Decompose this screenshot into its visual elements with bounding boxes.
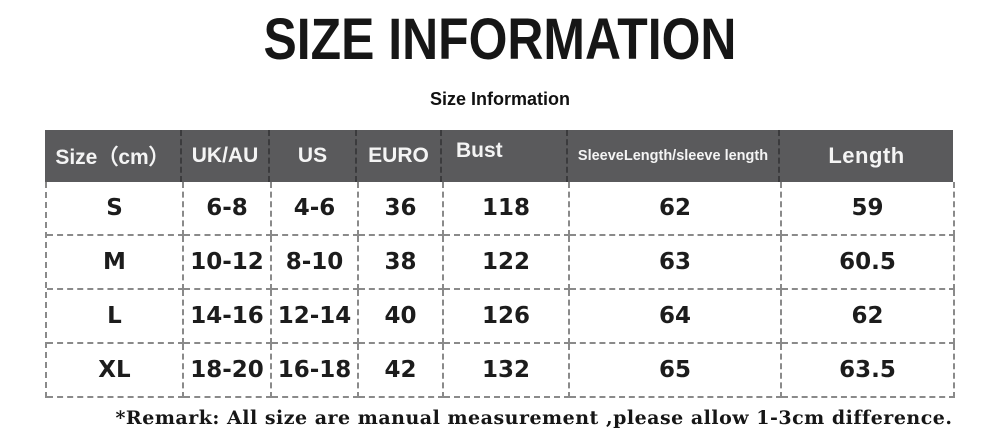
- header-cell-size-cm: Size（cm）: [45, 130, 182, 182]
- table-cell-size-xl: XL: [47, 344, 184, 398]
- table-cell: 8-10: [272, 236, 359, 290]
- table-cell: 36: [359, 182, 444, 236]
- size-table-body: S 6-8 4-6 36 118 62 59 M 10-12 8-10 38 1…: [45, 182, 955, 398]
- header-cell-sleeve-length: SleeveLength/sleeve length: [568, 130, 780, 182]
- table-cell: 62: [782, 290, 955, 344]
- table-cell: 132: [444, 344, 570, 398]
- table-cell: 18-20: [184, 344, 272, 398]
- page-subtitle: Size Information: [429, 89, 570, 109]
- size-table: Size（cm） UK/AU US EURO Bust SleeveLength…: [45, 130, 955, 398]
- size-table-header-row: Size（cm） UK/AU US EURO Bust SleeveLength…: [45, 130, 953, 182]
- table-cell-size-m: M: [47, 236, 184, 290]
- remark-note: *Remark: All size are manual measurement…: [115, 407, 953, 429]
- table-cell-size-l: L: [47, 290, 184, 344]
- table-cell: 10-12: [184, 236, 272, 290]
- header-cell-uk-au: UK/AU: [182, 130, 270, 182]
- table-cell: 6-8: [184, 182, 272, 236]
- table-cell: 4-6: [272, 182, 359, 236]
- table-cell: 65: [570, 344, 782, 398]
- table-cell: 12-14: [272, 290, 359, 344]
- header-cell-us: US: [270, 130, 357, 182]
- table-cell: 59: [782, 182, 955, 236]
- table-cell: 62: [570, 182, 782, 236]
- table-cell-size-s: S: [47, 182, 184, 236]
- table-cell: 42: [359, 344, 444, 398]
- header-cell-length: Length: [828, 143, 905, 168]
- table-cell: 60.5: [782, 236, 955, 290]
- table-cell: 63: [570, 236, 782, 290]
- table-cell: 40: [359, 290, 444, 344]
- table-cell: 16-18: [272, 344, 359, 398]
- header-cell-bust: Bust: [442, 130, 568, 182]
- table-cell: 122: [444, 236, 570, 290]
- page-title: SIZE INFORMATION: [263, 7, 737, 72]
- table-cell: 63.5: [782, 344, 955, 398]
- table-cell: 38: [359, 236, 444, 290]
- header-cell-euro: EURO: [357, 130, 442, 182]
- table-cell: 14-16: [184, 290, 272, 344]
- table-cell: 64: [570, 290, 782, 344]
- table-cell: 118: [444, 182, 570, 236]
- table-cell: 126: [444, 290, 570, 344]
